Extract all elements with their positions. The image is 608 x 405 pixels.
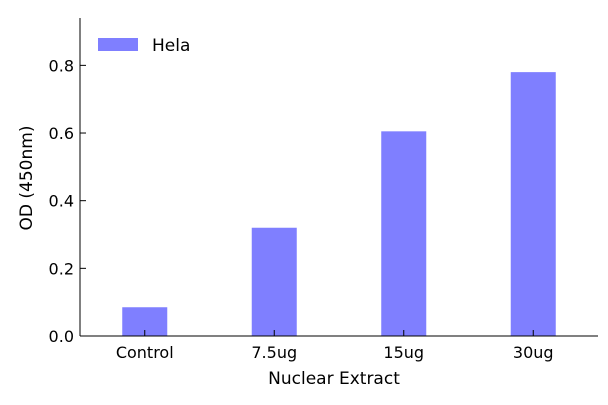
bars-group — [122, 72, 556, 337]
bar-30ug — [510, 72, 556, 337]
legend: Hela — [98, 36, 190, 56]
y-axis-label: OD (450nm) — [17, 126, 37, 231]
x-tick-label: 7.5ug — [251, 343, 297, 362]
y-tick-label: 0.4 — [49, 192, 74, 211]
y-ticks-group: 0.0 0.2 0.4 0.6 0.8 — [49, 56, 86, 346]
x-tick-label: 15ug — [383, 343, 424, 362]
y-tick-label: 0.2 — [49, 259, 74, 278]
x-tick-label: 30ug — [513, 343, 554, 362]
y-tick-label: 0.8 — [49, 56, 74, 75]
y-tick-label: 0.6 — [49, 124, 74, 143]
legend-swatch — [98, 38, 138, 51]
axes-group — [79, 18, 598, 337]
legend-label-hela: Hela — [152, 36, 190, 56]
x-axis-label: Nuclear Extract — [268, 369, 400, 389]
x-tick-label: Control — [116, 343, 174, 362]
x-ticks-group: Control 7.5ug 15ug 30ug — [116, 330, 554, 362]
bar-7-5ug — [251, 227, 297, 336]
bar-15ug — [381, 131, 427, 336]
y-tick-label: 0.0 — [49, 327, 74, 346]
